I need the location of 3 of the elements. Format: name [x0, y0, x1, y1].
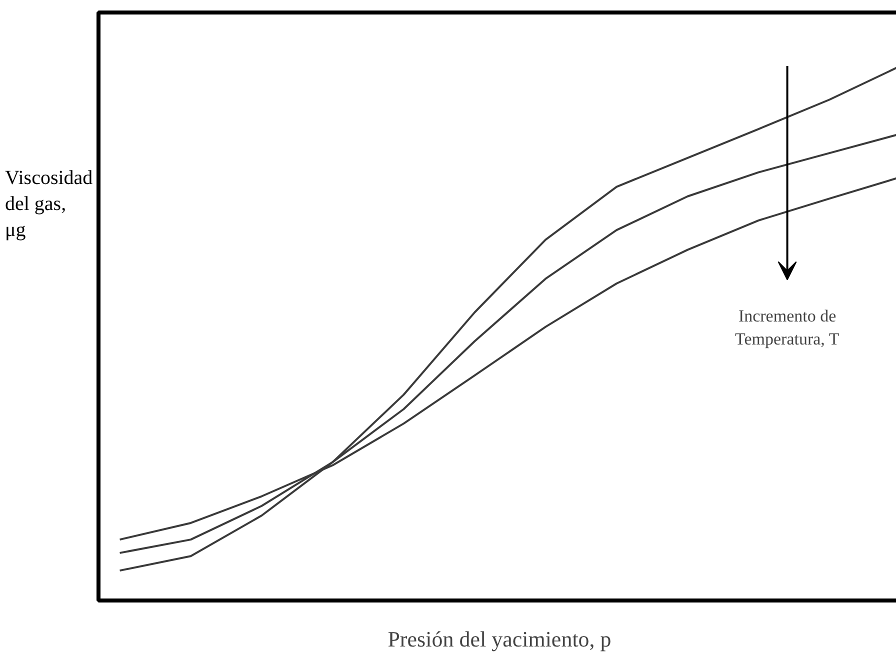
- y-axis-title: Viscosidad del gas, μg: [5, 166, 93, 243]
- x-axis-title: Presión del yacimiento, p: [388, 626, 612, 652]
- annotation: Incremento de Temperatura, T: [735, 306, 840, 348]
